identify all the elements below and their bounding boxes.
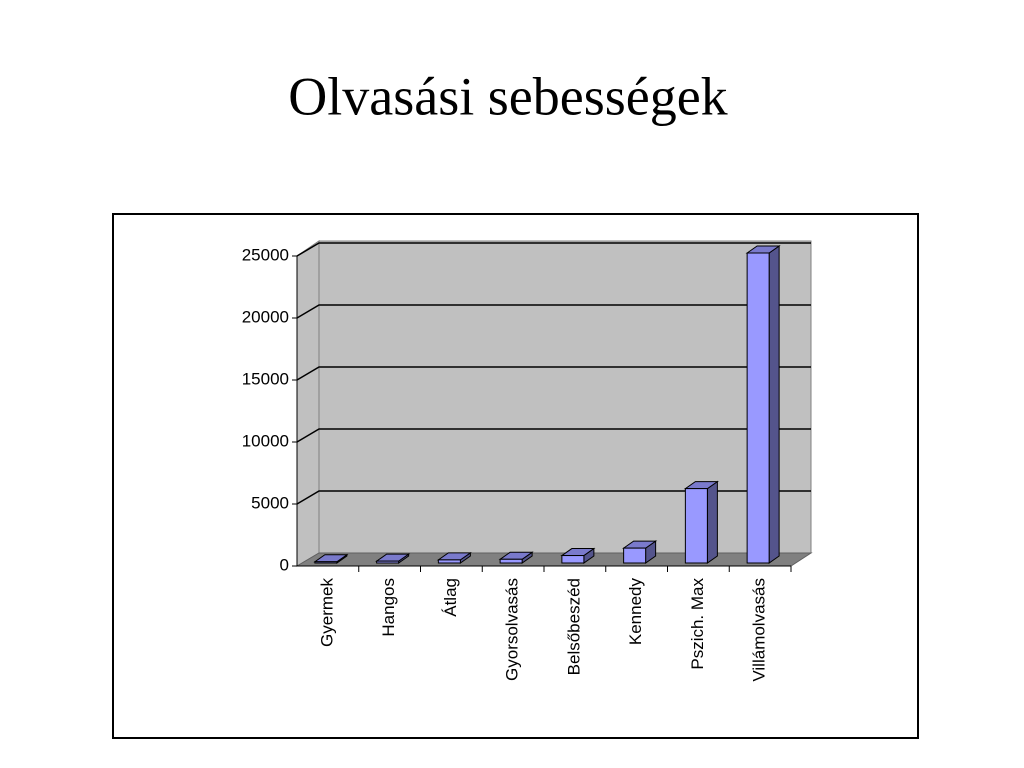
x-tick-label: Belsőbeszéd [564, 578, 583, 675]
bar [560, 547, 596, 564]
x-tick-label: Hangos [379, 578, 398, 637]
bar-side [768, 245, 780, 564]
grid-line [296, 242, 811, 257]
bar [622, 540, 658, 564]
bar-front [499, 558, 523, 564]
x-tick-label: Kennedy [626, 578, 645, 646]
bar [683, 480, 719, 564]
y-tick-label: 25000 [242, 245, 289, 264]
x-tick-label: Pszich. Max [688, 578, 707, 670]
bar-front [746, 252, 770, 564]
bar [313, 553, 349, 564]
bar-front [684, 488, 708, 564]
x-tick-label: Gyermek [317, 578, 336, 647]
y-tick-label: 0 [280, 555, 289, 574]
grid-line [296, 428, 811, 443]
x-tick-label: Gyorsolvasás [503, 578, 522, 681]
bar-front [561, 555, 585, 564]
grid-line [296, 304, 811, 319]
bar-front [623, 547, 647, 564]
grid-line [296, 490, 811, 505]
bar [745, 245, 781, 564]
y-tick-label: 5000 [251, 493, 289, 512]
y-tick-label: 15000 [242, 369, 289, 388]
bar [498, 551, 534, 564]
x-tick-label: Átlag [441, 578, 460, 617]
bar-front [376, 560, 400, 564]
bar-front [314, 561, 338, 564]
bar-side [706, 480, 718, 564]
bar [375, 553, 411, 564]
bar [436, 551, 472, 564]
back-wall [318, 240, 812, 554]
floor [295, 552, 813, 567]
side-wall [296, 240, 320, 567]
grid-line [296, 366, 811, 381]
chart-title: Olvasási sebességek [288, 66, 727, 126]
y-tick-label: 10000 [242, 431, 289, 450]
x-tick-label: Villámolvasás [750, 578, 769, 682]
y-tick-label: 20000 [242, 307, 289, 326]
bar-front [437, 559, 461, 564]
